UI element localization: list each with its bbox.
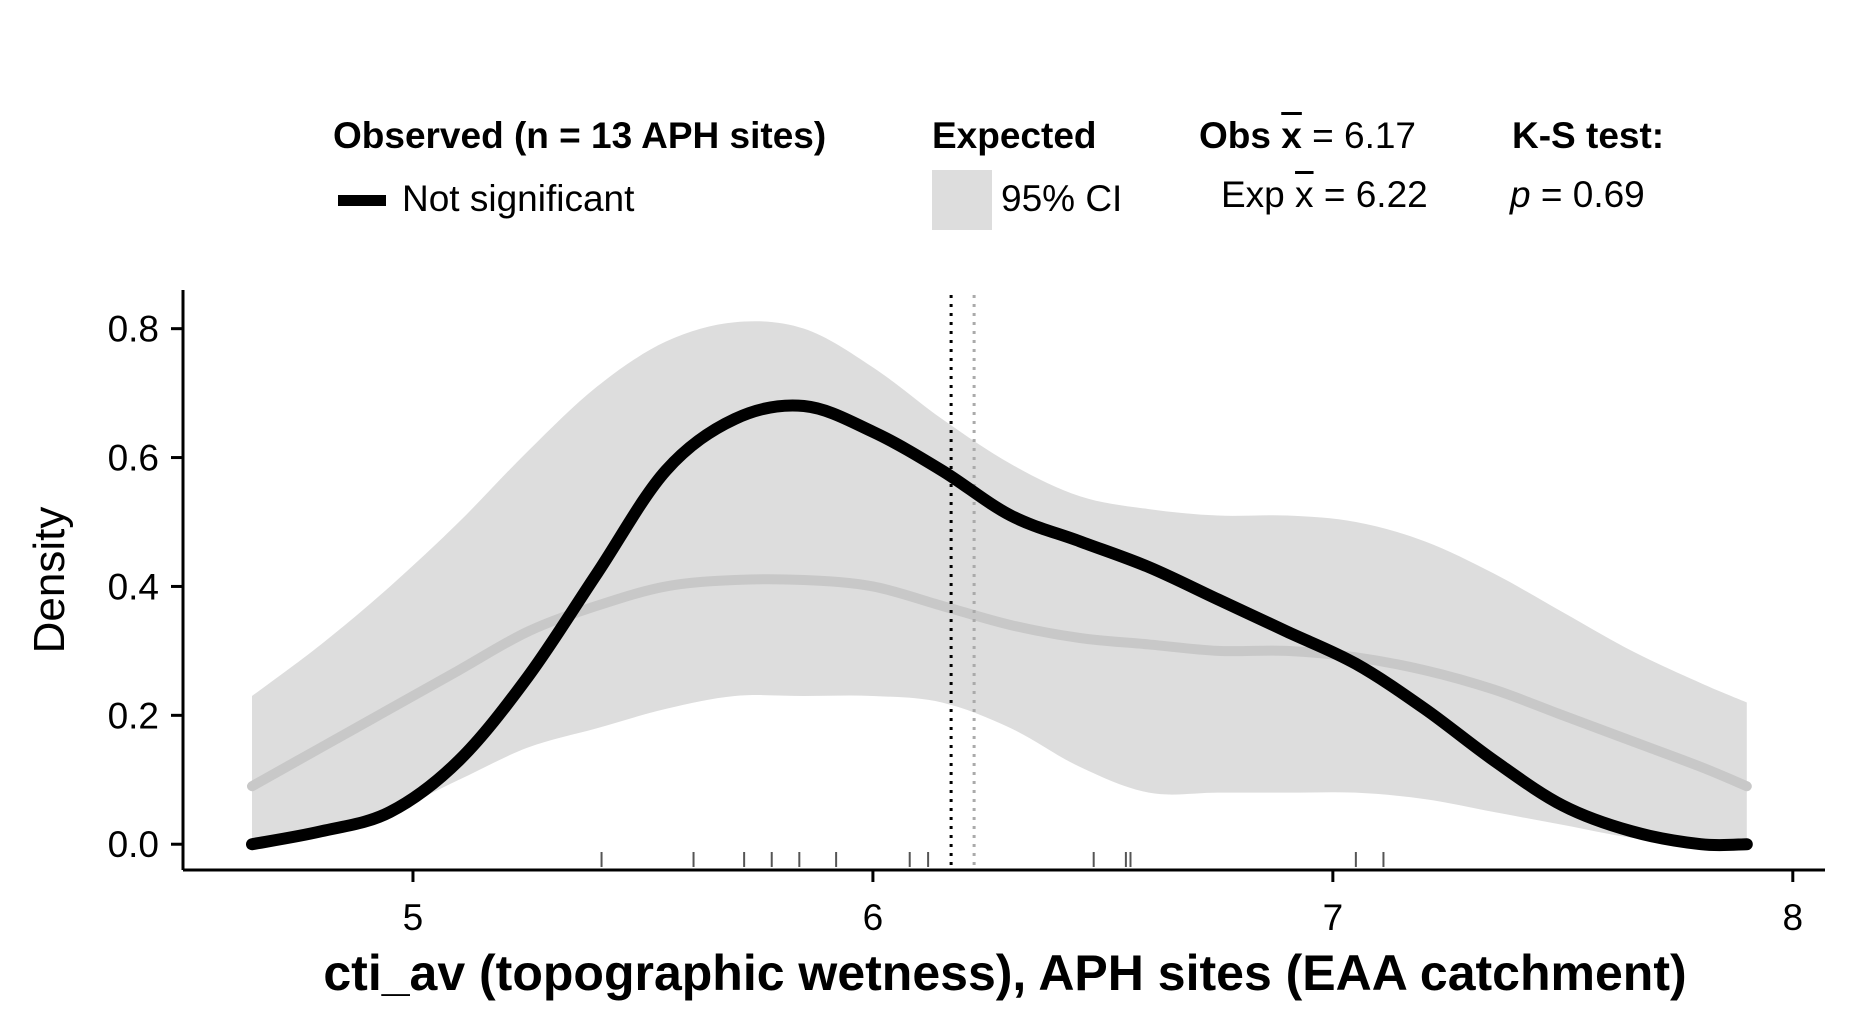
legend-observed-title: Observed (n = 13 APH sites): [333, 115, 827, 156]
exp-mean-value: = 6.22: [1323, 174, 1428, 215]
obs-mean-value: = 6.17: [1312, 115, 1417, 156]
legend-observed-swatch: [338, 195, 386, 206]
y-tick-label: 0.8: [108, 309, 159, 350]
ks-p-symbol: p: [1510, 174, 1531, 215]
obs-mean-symbol: x: [1281, 115, 1302, 156]
observed-density-line: [245, 399, 1753, 852]
y-tick-label: 0.0: [108, 824, 159, 865]
ks-test-p: p = 0.69: [1510, 174, 1645, 216]
obs-mean-label: Obs x = 6.17: [1199, 115, 1416, 157]
x-tick-label: 5: [403, 897, 424, 938]
exp-mean-symbol: x: [1295, 174, 1314, 215]
y-tick-label: 0.4: [108, 566, 159, 607]
ks-p-value: = 0.69: [1540, 174, 1645, 215]
x-tick-label: 8: [1783, 897, 1804, 938]
exp-mean-prefix: Exp: [1221, 174, 1285, 215]
exp-mean-label: Exp x = 6.22: [1221, 174, 1428, 216]
ks-test-title: K-S test:: [1512, 115, 1665, 156]
legend-ci-item: 95% CI: [1001, 178, 1123, 219]
y-tick-label: 0.2: [108, 695, 159, 736]
obs-mean-prefix: Obs: [1199, 115, 1271, 156]
ci-band: [251, 321, 1747, 845]
legend-expected-title: Expected: [932, 115, 1097, 156]
x-tick-label: 6: [863, 897, 884, 938]
legend-observed-item: Not significant: [402, 178, 635, 219]
y-axis-label: Density: [25, 507, 74, 654]
x-axis-label: cti_av (topographic wetness), APH sites …: [323, 945, 1686, 1001]
expected-density-line: [246, 574, 1752, 792]
y-tick-label: 0.6: [108, 438, 159, 479]
x-tick-label: 7: [1323, 897, 1344, 938]
legend-ci-swatch: [932, 170, 992, 230]
